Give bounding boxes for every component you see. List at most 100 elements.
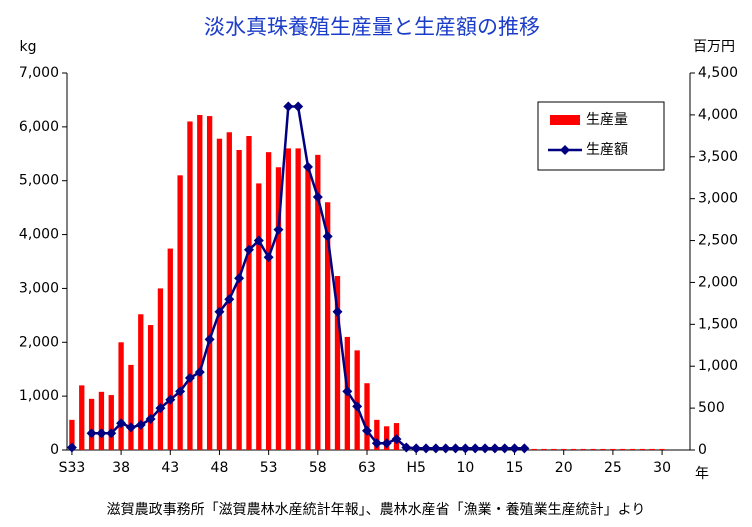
legend-label: 生産額 (586, 142, 628, 158)
line-marker (352, 401, 363, 412)
line-marker (214, 306, 225, 317)
x-tick-label: 53 (260, 460, 278, 476)
line-marker (489, 443, 500, 454)
line-marker (243, 244, 254, 255)
y-tick-label: 1,000 (19, 388, 59, 404)
bar (374, 419, 380, 450)
y-tick-label: 4,000 (19, 227, 59, 243)
bar (590, 448, 596, 450)
x-tick-label: 10 (456, 460, 474, 476)
line-marker (86, 428, 97, 439)
y-axis-label: kg (20, 39, 37, 55)
line-marker (155, 403, 166, 414)
line-marker (381, 438, 392, 449)
line-marker (440, 443, 451, 454)
line-marker (234, 273, 245, 284)
line-marker (273, 224, 284, 235)
line-marker (332, 306, 343, 317)
y2-tick-label: 2,500 (698, 233, 738, 249)
x-tick-label: S33 (59, 460, 86, 476)
bar (315, 154, 321, 450)
bar (305, 167, 311, 450)
line-marker (116, 418, 127, 429)
bar (610, 448, 616, 450)
bar (88, 398, 95, 450)
y2-tick-label: 0 (698, 442, 707, 458)
legend-marker (560, 145, 570, 155)
bar (384, 426, 390, 450)
bar (177, 175, 183, 451)
line-marker (312, 191, 323, 202)
bar (187, 121, 193, 450)
line-marker (470, 443, 481, 454)
x-axis-label: 年 (695, 466, 709, 482)
bar (256, 183, 262, 450)
line-marker (519, 443, 530, 454)
line-marker (283, 101, 294, 112)
bar (629, 448, 636, 450)
y-tick-label: 6,000 (19, 119, 59, 135)
x-tick-label: H5 (406, 460, 425, 476)
line-marker (263, 252, 274, 263)
bar (79, 385, 85, 450)
line-marker (480, 443, 491, 454)
line-marker (460, 443, 471, 454)
bar (236, 150, 242, 450)
bar (639, 448, 646, 450)
x-tick-label: 30 (653, 460, 671, 476)
line-marker (194, 367, 205, 378)
bar (69, 419, 75, 450)
x-tick-label: 20 (555, 460, 573, 476)
line-marker (145, 414, 156, 425)
bar (128, 364, 134, 450)
line-marker (293, 101, 304, 112)
bar (541, 448, 547, 450)
bar (138, 314, 144, 450)
line-marker (322, 231, 333, 242)
y-tick-label: 3,000 (19, 280, 59, 296)
y2-tick-label: 4,500 (698, 65, 738, 81)
bar (167, 248, 173, 450)
y2-tick-label: 3,000 (698, 191, 738, 207)
line-marker (421, 443, 432, 454)
line-marker (165, 394, 176, 405)
line-marker (371, 438, 382, 449)
bar (246, 136, 252, 450)
x-tick-label: 43 (161, 460, 179, 476)
bar (659, 448, 665, 450)
legend-box (537, 101, 665, 171)
y-tick-label: 2,000 (19, 334, 59, 350)
bar (649, 448, 655, 450)
line-marker (125, 422, 136, 433)
line-marker (224, 294, 235, 305)
bar (226, 132, 232, 450)
legend-swatch (550, 115, 580, 125)
y2-tick-label: 1,500 (698, 316, 738, 332)
bar (275, 167, 282, 450)
bar (108, 395, 114, 450)
bar (295, 148, 301, 450)
y-tick-label: 5,000 (19, 173, 59, 189)
line-marker (391, 434, 402, 445)
y2-tick-label: 3,500 (698, 149, 738, 165)
source-note: 滋賀農政事務所「滋賀農林水産統計年報」、農林水産省「漁業・養殖業生産統計」より (107, 501, 646, 518)
y2-tick-label: 1,000 (698, 358, 738, 374)
y-tick-label: 7,000 (19, 65, 59, 81)
x-tick-label: 15 (506, 460, 524, 476)
line-marker (184, 372, 195, 383)
bar (354, 350, 360, 450)
y2-tick-label: 500 (698, 400, 725, 416)
line-marker (342, 386, 353, 397)
bar (531, 448, 537, 450)
y-tick-label: 0 (50, 442, 59, 458)
x-tick-label: 48 (211, 460, 229, 476)
bar (118, 342, 124, 450)
line-marker (96, 428, 107, 439)
bar (216, 138, 223, 450)
bar (265, 152, 272, 451)
bar (285, 148, 291, 450)
x-tick-label: 25 (604, 460, 622, 476)
legend-label: 生産量 (586, 112, 628, 128)
x-tick-label: 38 (112, 460, 130, 476)
